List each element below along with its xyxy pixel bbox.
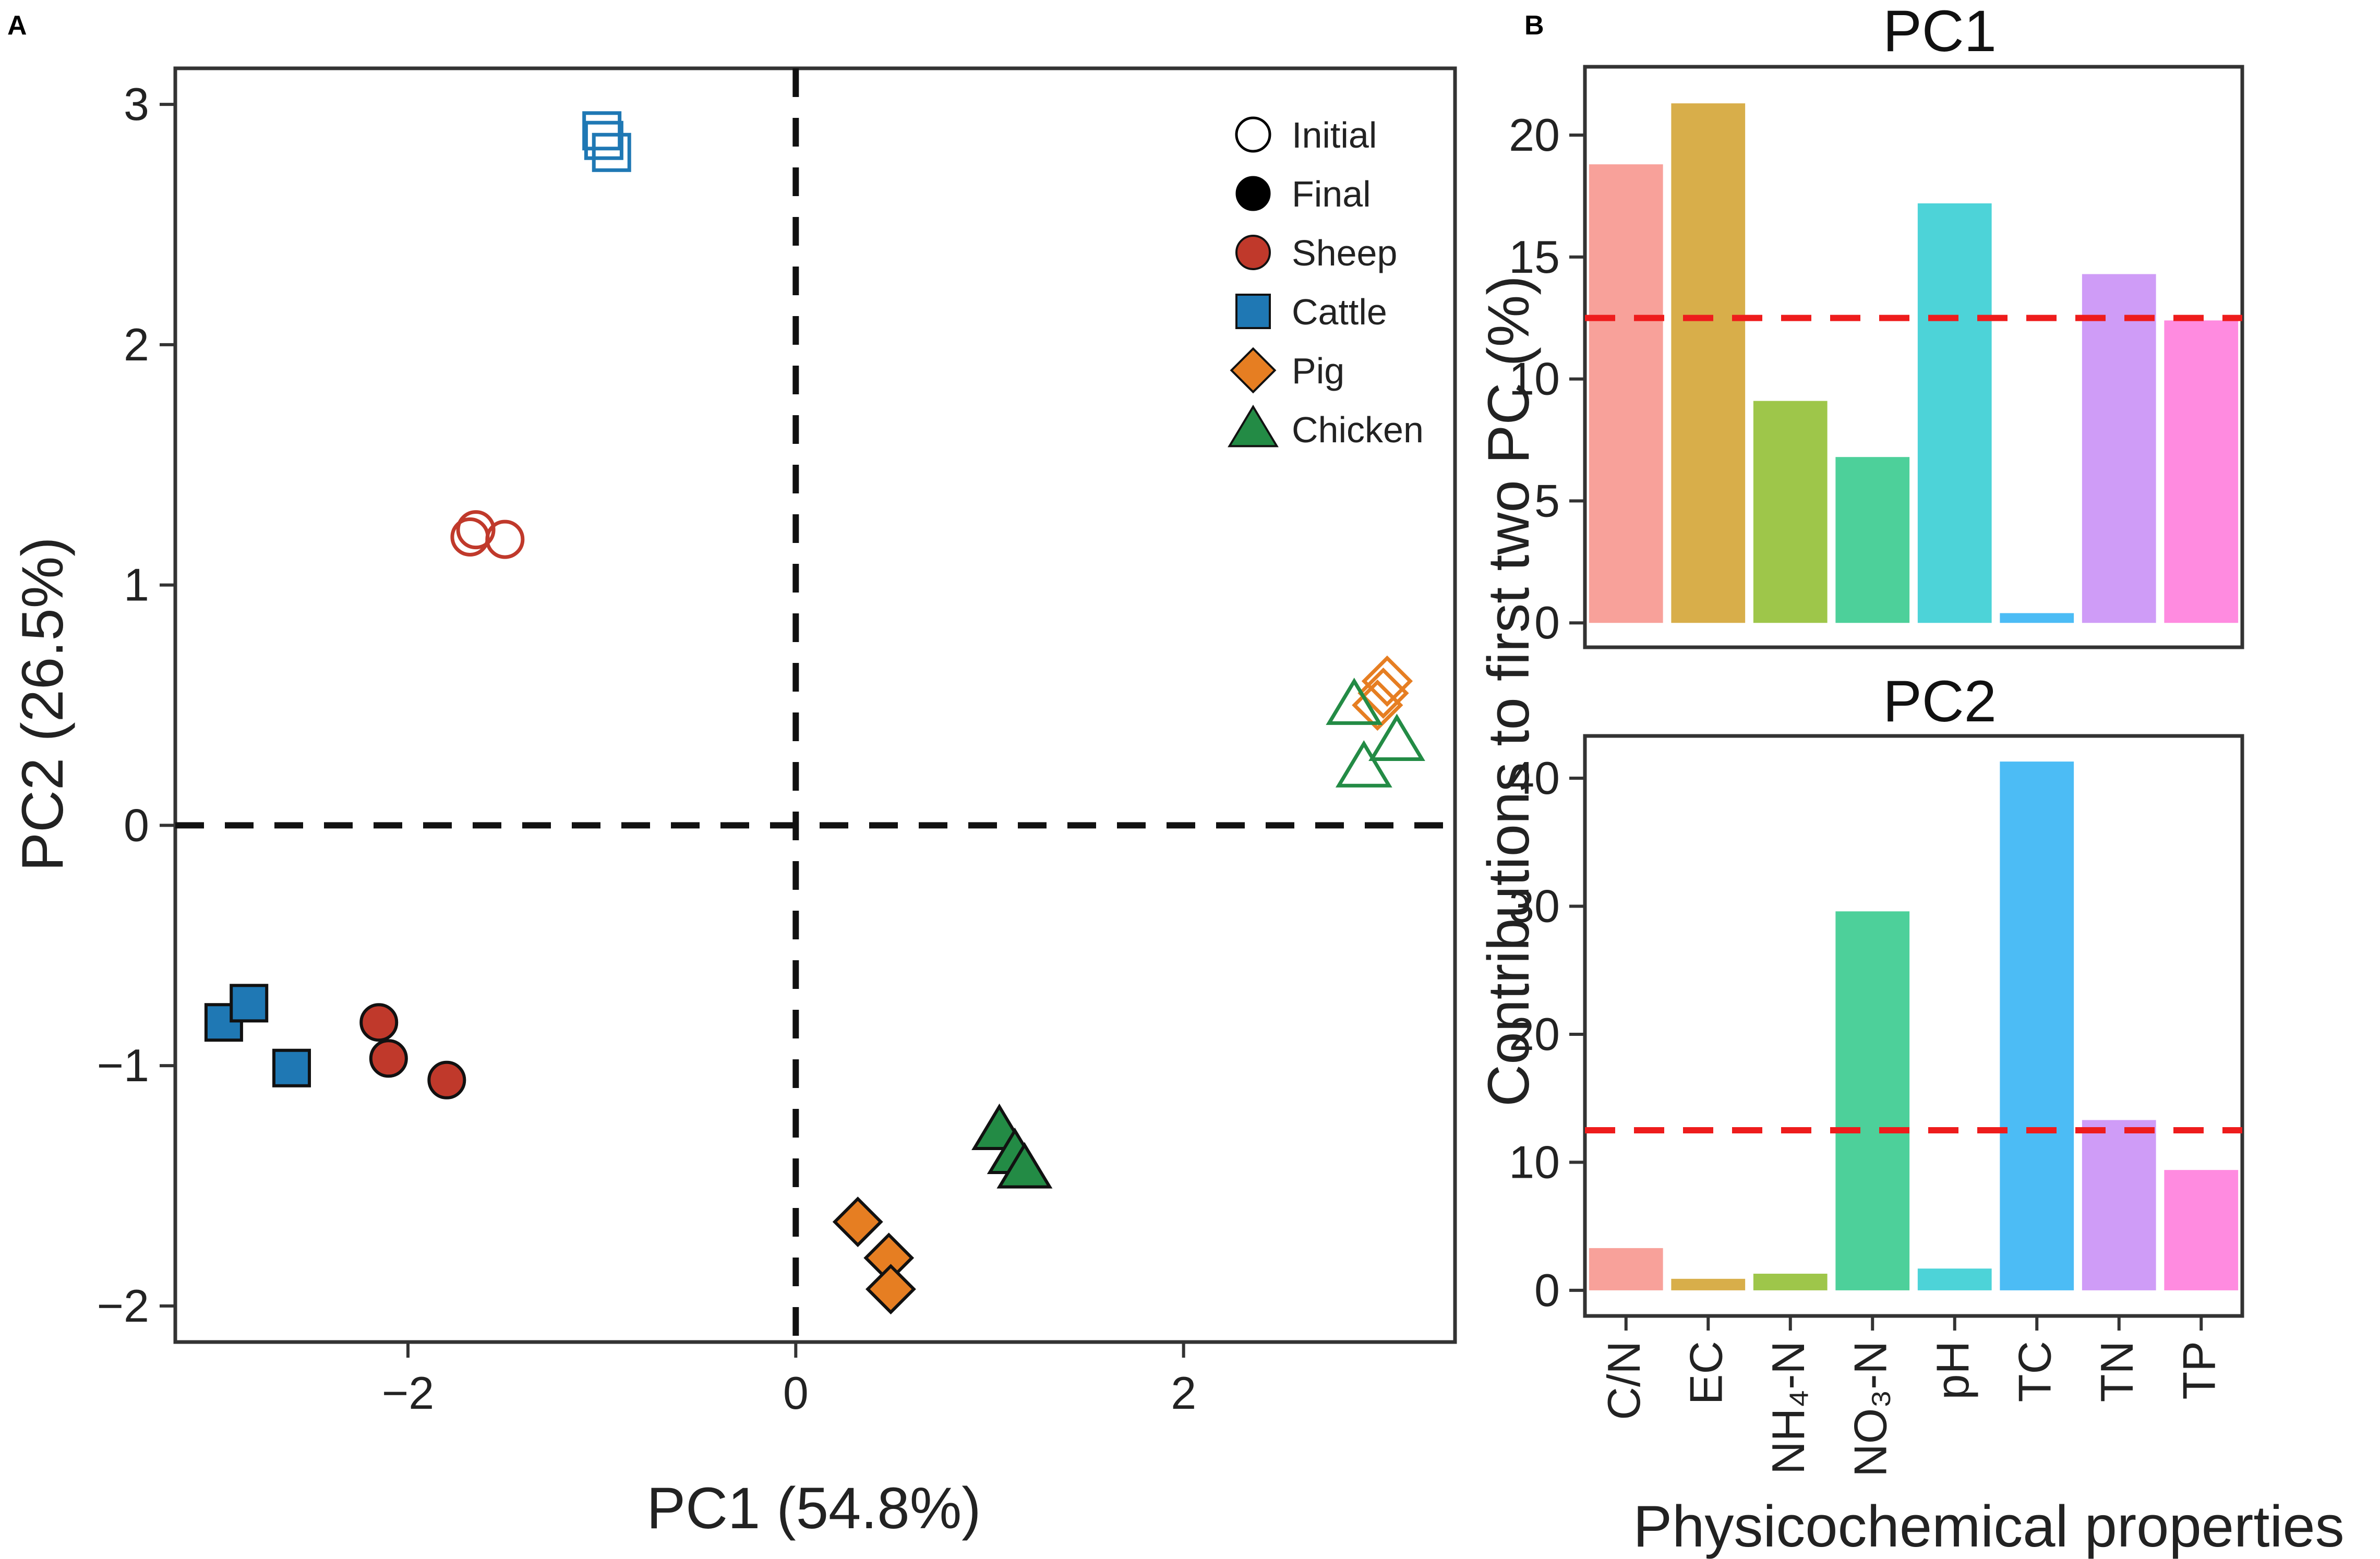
bar-tc [2000,613,2074,623]
sheep-final-point [359,1003,399,1042]
y-tick-label: 10 [1509,353,1560,405]
panel-label-b: B [1524,10,1544,41]
y-tick-label: 0 [1534,597,1560,648]
x-axis-title: PC1 (54.8%) [646,1476,981,1541]
y-tick-label: 5 [1534,475,1560,526]
x-tick-label: −2 [382,1367,434,1419]
cattle-initial-point [582,111,622,151]
category-label: TC [2009,1341,2060,1402]
scatter-legend: Initial Final Sheep Cattle Pig Chicken [1228,115,1424,450]
y-tick-label: 15 [1509,231,1560,283]
bar-c-n [1589,1248,1663,1290]
chicken-initial-point [1335,740,1392,788]
circle-icon [1235,235,1271,270]
bar-tn [2082,274,2156,623]
pc1-bar-title: PC1 [1883,0,1997,64]
pc1-y-axis-ticks: 0 5 10 15 20 [1509,109,1585,648]
legend-label: Initial [1292,115,1377,155]
cattle-final-point [230,984,269,1023]
category-label: NH₄-N [1762,1341,1814,1475]
chicken-initial-point [1326,678,1383,725]
y-tick-label: 2 [124,319,149,370]
reference-lines [175,68,1455,1342]
y-axis-title: PC2 (26.5%) [10,537,75,871]
bar-tp [2164,320,2239,623]
square-icon [1235,294,1271,329]
pca-scatter-panel: A −2 0 2 −2 −1 0 1 2 3 Initial Final Sheep Cattle P… [7,10,1457,1541]
pc1-bar-panel: B PC1 0 5 10 15 20 [1509,0,2244,649]
y-tick-label: 20 [1509,109,1560,161]
y-axis-ticks: −2 −1 0 1 2 3 [97,78,175,1332]
pig-initial-point [1361,655,1413,707]
category-axis-labels: C/N EC NH₄-N NO₃-N pH TC TN TP [1598,1316,2225,1477]
diamond-icon [1230,347,1277,394]
legend-label: Sheep [1292,233,1397,273]
bar-ph [1917,203,1992,623]
scatter-plot-frame [173,66,1457,1344]
legend-label: Chicken [1292,409,1424,450]
x-axis-ticks: −2 0 2 [382,1342,1196,1419]
y-tick-label: 3 [124,78,149,130]
category-label: TN [2091,1341,2143,1402]
pc1-plot-frame [1583,65,2244,649]
bar-ec [1671,1278,1746,1290]
y-tick-label: 30 [1509,880,1560,932]
bar-nh-n [1753,1273,1828,1290]
sheep-final-point [369,1039,408,1078]
category-label: C/N [1598,1341,1650,1420]
cattle-initial-point [584,120,623,160]
sheep-initial-point [450,517,490,557]
y-tick-label: 1 [124,559,149,611]
bar-tc [2000,762,2074,1290]
pc2-plot-frame [1583,734,2244,1318]
chicken-final-point [996,1142,1053,1189]
x-tick-label: 0 [783,1367,809,1419]
bar-y-axis-title: Contributions to first two PC (%) [1476,275,1541,1106]
pig-initial-point [1357,667,1409,719]
pig-final-point [832,1197,883,1248]
bar-tp [2164,1170,2239,1290]
bar-nh-n [1753,401,1828,623]
pc2-y-axis-ticks: 0 10 20 30 40 [1509,752,1585,1316]
bar-no-n [1835,457,1910,623]
y-tick-label: 40 [1509,752,1560,804]
pc2-bars [1589,762,2239,1290]
filled-circle-icon [1235,176,1271,211]
scatter-points [204,111,1425,1315]
y-tick-label: 10 [1509,1136,1560,1188]
legend-label: Final [1292,174,1371,214]
pc2-bar-panel: PC2 0 10 20 30 40 C/N EC NH₄-N NO₃-N pH TC TN TP Ph… [1476,275,2345,1559]
y-tick-label: −2 [97,1280,149,1332]
panel-label-a: A [7,10,27,41]
chicken-initial-point [1368,714,1425,762]
bar-c-n [1589,164,1663,623]
bar-no-n [1835,911,1910,1290]
y-tick-label: 0 [124,799,149,851]
bar-tn [2082,1120,2156,1290]
triangle-icon [1228,404,1279,448]
pc2-bar-title: PC2 [1883,669,1997,734]
bar-ph [1917,1268,1992,1290]
y-tick-label: 0 [1534,1264,1560,1316]
bar-ec [1671,103,1746,623]
category-label: EC [1680,1341,1732,1405]
category-label: pH [1927,1341,1978,1400]
cattle-initial-point [592,132,631,172]
bar-x-axis-title: Physicochemical properties [1633,1494,2344,1559]
sheep-final-point [427,1060,466,1099]
pc1-bars [1589,103,2239,623]
category-label: TP [2173,1341,2225,1399]
legend-label: Cattle [1292,292,1387,332]
category-label: NO₃-N [1844,1341,1896,1477]
sheep-initial-point [456,510,496,550]
cattle-final-point [272,1048,311,1087]
y-tick-label: −1 [97,1040,149,1091]
legend-label: Pig [1292,351,1344,391]
y-tick-label: 20 [1509,1008,1560,1060]
x-tick-label: 2 [1171,1367,1196,1419]
open-circle-icon [1235,116,1271,153]
pig-final-point [866,1264,916,1315]
